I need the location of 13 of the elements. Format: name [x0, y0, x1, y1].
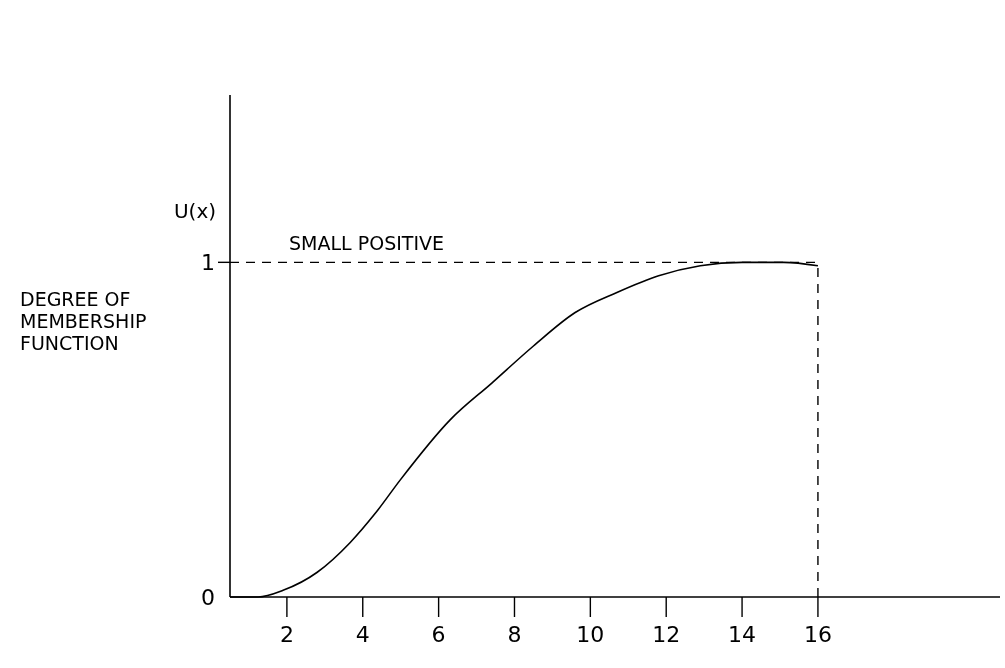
- x-tick-label: 10: [576, 622, 605, 647]
- text: DEGREE OF MEMBERSHIP FUNCTION: [20, 288, 147, 354]
- annotation: SMALL POSITIVE: [289, 232, 445, 255]
- x-tick-label: 6: [431, 622, 446, 647]
- x-tick-label: 14: [728, 622, 757, 647]
- x-tick-label: 8: [507, 622, 522, 647]
- y-tick-label: 0: [201, 584, 215, 610]
- x-tick-label: 16: [803, 622, 832, 647]
- y-axis-title: U(x): [173, 199, 217, 223]
- x-tick-label: 2: [279, 622, 294, 647]
- y-tick-label: 1: [201, 250, 215, 276]
- x-tick-label: 4: [355, 622, 370, 647]
- x-tick-label: 12: [652, 622, 681, 647]
